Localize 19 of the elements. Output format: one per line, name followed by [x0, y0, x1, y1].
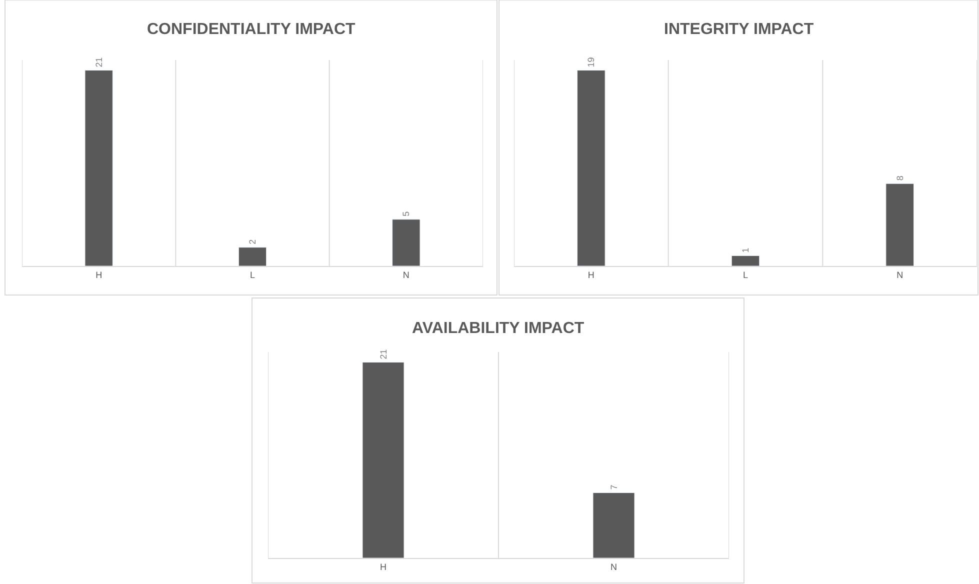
data-label: 7 — [608, 484, 619, 490]
x-tick-label: H — [96, 270, 102, 280]
x-tick-label: L — [250, 270, 256, 280]
x-tick-label: H — [380, 562, 386, 572]
x-tick-label: H — [588, 270, 594, 280]
x-tick-label: L — [742, 270, 748, 280]
data-label: 21 — [94, 57, 104, 68]
x-tick-label: N — [610, 562, 617, 572]
data-label: 21 — [378, 349, 388, 360]
data-label: 1 — [740, 248, 750, 253]
data-label: 8 — [894, 176, 905, 181]
data-label: 5 — [401, 211, 412, 216]
data-label: 19 — [586, 57, 596, 68]
data-label: 2 — [248, 239, 258, 244]
chart-title: INTEGRITY IMPACT — [664, 21, 814, 38]
x-tick-label: N — [896, 270, 904, 280]
x-tick-label: N — [402, 270, 410, 280]
chart-title: AVAILABILITY IMPACT — [412, 320, 584, 337]
chart-title: CONFIDENTIALITY IMPACT — [147, 21, 356, 38]
